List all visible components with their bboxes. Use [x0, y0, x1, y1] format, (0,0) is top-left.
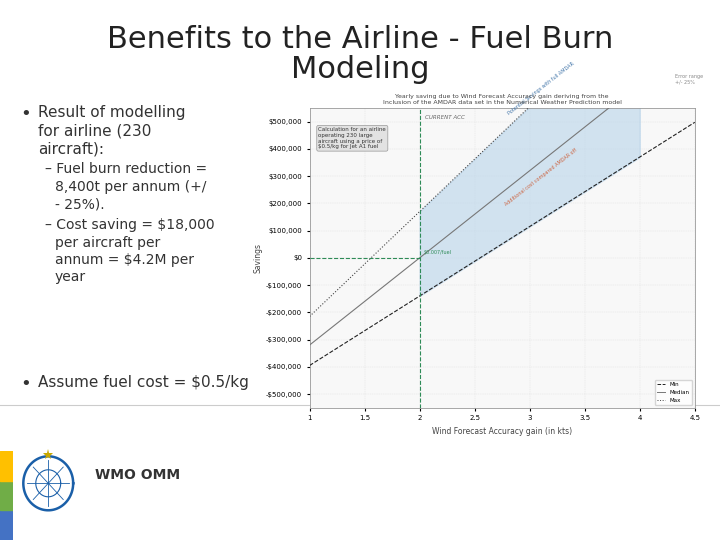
Text: aircraft):: aircraft):	[38, 141, 104, 156]
Text: Benefits to the Airline - Fuel Burn: Benefits to the Airline - Fuel Burn	[107, 25, 613, 55]
Text: 8,400t per annum (+/: 8,400t per annum (+/	[55, 180, 207, 194]
Text: - 25%).: - 25%).	[55, 197, 104, 211]
Text: for airline (230: for airline (230	[38, 123, 151, 138]
Y-axis label: Savings: Savings	[254, 243, 263, 273]
Text: Additional cost compared AMDAR off: Additional cost compared AMDAR off	[504, 147, 577, 207]
Title: Yearly saving due to Wind Forecast Accuracy gain deriving from the
Inclusion of : Yearly saving due to Wind Forecast Accur…	[383, 94, 621, 105]
Text: Modeling: Modeling	[291, 56, 429, 84]
Text: per aircraft per: per aircraft per	[55, 236, 161, 250]
Text: Potential Savings with full AMDAR: Potential Savings with full AMDAR	[507, 61, 575, 116]
Bar	[0, 510, 13, 540]
Bar	[0, 481, 13, 510]
Text: $0.007/fuel: $0.007/fuel	[424, 250, 452, 255]
Text: •: •	[20, 375, 31, 393]
Text: Assume fuel cost = $0.5/kg: Assume fuel cost = $0.5/kg	[38, 375, 249, 390]
X-axis label: Wind Forecast Accuracy gain (in kts): Wind Forecast Accuracy gain (in kts)	[432, 427, 572, 436]
Legend: Min, Median, Max: Min, Median, Max	[654, 380, 692, 405]
Text: annum = $4.2M per: annum = $4.2M per	[55, 253, 194, 267]
Text: Calculation for an airline
operating 230 large
aircraft using a price of
$0.5/kg: Calculation for an airline operating 230…	[318, 127, 386, 150]
Text: – Cost saving = $18,000: – Cost saving = $18,000	[45, 218, 215, 232]
Bar	[0, 451, 13, 481]
Text: WMO OMM: WMO OMM	[95, 468, 180, 482]
Text: CURRENT ACC: CURRENT ACC	[425, 115, 465, 120]
Text: – Fuel burn reduction =: – Fuel burn reduction =	[45, 162, 207, 176]
Text: Result of modelling: Result of modelling	[38, 105, 186, 120]
Text: year: year	[55, 270, 86, 284]
Text: •: •	[20, 105, 31, 123]
Text: Error range
+/- 25%: Error range +/- 25%	[675, 74, 703, 85]
